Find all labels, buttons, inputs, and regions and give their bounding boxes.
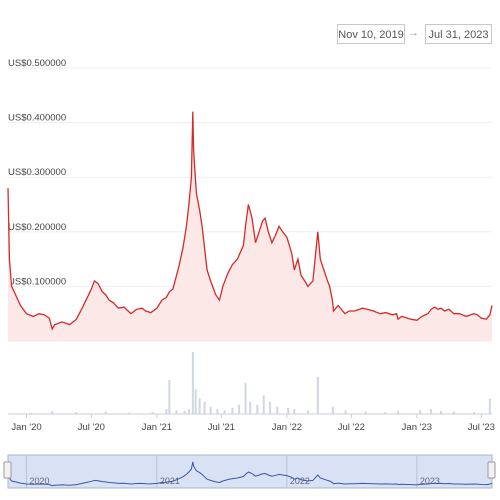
volume-bar — [262, 395, 265, 414]
volume-bar — [151, 412, 154, 414]
volume-bar — [75, 412, 78, 414]
volume-bar — [194, 389, 197, 414]
price-area — [8, 111, 492, 341]
x-tick-label: Jan '23 — [402, 422, 432, 433]
volume-bar — [183, 410, 186, 414]
volume-bar — [419, 410, 422, 414]
navigator-left-handle[interactable] — [3, 461, 12, 479]
range-from-input[interactable]: Nov 10, 2019 — [337, 24, 405, 44]
y-tick-label: US$0.400000 — [8, 113, 66, 124]
volume-bar — [30, 412, 33, 414]
navigator-ticks: 2020 2021 2022 2023 — [26, 455, 440, 488]
volume-bar — [384, 412, 387, 414]
x-tick-label: Jan '20 — [11, 422, 41, 433]
navigator-selection[interactable] — [7, 454, 493, 489]
navigator-tick-label: 2022 — [290, 476, 310, 486]
volume-bar — [209, 406, 212, 414]
navigator-right-handle[interactable] — [487, 461, 496, 479]
y-tick-label: US$0.500000 — [8, 58, 66, 69]
volume-bar — [51, 410, 54, 414]
volume-bar — [306, 410, 309, 414]
volume-bar — [440, 410, 443, 414]
volume-bar — [191, 352, 194, 414]
volume-bar — [128, 412, 131, 414]
volume-bar — [472, 412, 475, 414]
volume-bars — [30, 352, 491, 414]
volume-bar — [452, 411, 455, 414]
y-tick-label: US$0.200000 — [8, 222, 66, 233]
x-axis-ticks: Jan '20 Jul '20 Jan '21 Jul '21 Jan '22 Jul '… — [11, 414, 495, 433]
volume-bar — [223, 410, 226, 414]
volume-bar — [269, 401, 272, 414]
x-tick-label: Jul '21 — [208, 422, 235, 433]
y-tick-label: US$0.300000 — [8, 167, 66, 178]
volume-bar — [316, 376, 319, 414]
y-tick-label: US$0.100000 — [8, 276, 66, 287]
volume-bar — [430, 409, 433, 414]
navigator-tick-label: 2023 — [420, 476, 440, 486]
volume-bar — [168, 379, 171, 414]
volume-bar — [331, 406, 334, 414]
volume-bar — [364, 411, 367, 414]
volume-bar — [287, 407, 290, 414]
volume-bar — [396, 410, 399, 414]
volume-bar — [488, 398, 491, 414]
navigator-tick-label: 2020 — [30, 476, 50, 486]
volume-bar — [238, 404, 241, 414]
volume-bar — [293, 409, 296, 414]
range-to-input[interactable]: Jul 31, 2023 — [425, 24, 492, 44]
navigator-tick-label: 2021 — [160, 476, 180, 486]
volume-bar — [198, 398, 201, 414]
volume-bar — [165, 409, 168, 414]
x-tick-label: Jan '21 — [142, 422, 172, 433]
navigator-line — [7, 461, 493, 487]
volume-bar — [216, 409, 219, 414]
volume-bar — [231, 407, 234, 414]
volume-bar — [249, 401, 252, 414]
volume-bar — [244, 383, 247, 414]
x-tick-label: Jul '23 — [468, 422, 495, 433]
x-tick-label: Jul '22 — [338, 422, 365, 433]
volume-bar — [276, 406, 279, 414]
range-arrow-icon: → — [408, 27, 419, 39]
x-tick-label: Jan '22 — [272, 422, 302, 433]
navigator[interactable]: 2020 2021 2022 2023 — [3, 454, 496, 489]
volume-bar — [203, 401, 206, 414]
price-line — [7, 111, 493, 331]
volume-bar — [344, 410, 347, 414]
volume-bar — [187, 409, 190, 414]
x-tick-label: Jul '20 — [78, 422, 105, 433]
volume-bar — [256, 404, 259, 414]
volume-bar — [104, 411, 107, 414]
volume-bar — [175, 410, 178, 414]
